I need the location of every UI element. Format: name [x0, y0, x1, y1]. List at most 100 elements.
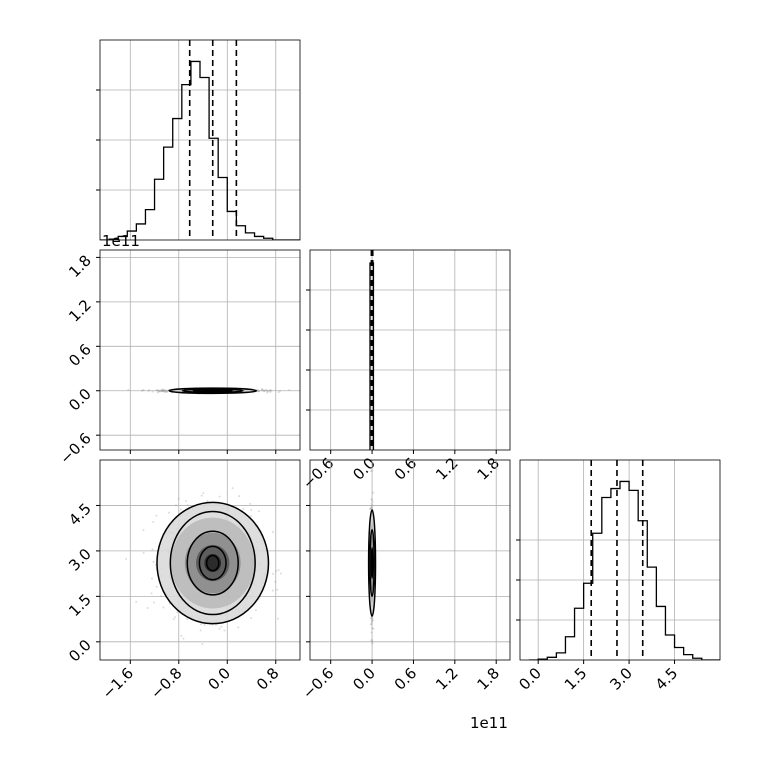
scatter-point — [162, 389, 165, 392]
scatter-point — [272, 572, 275, 575]
scatter-point — [148, 388, 151, 391]
scatter-point — [370, 616, 373, 619]
scatter-point — [370, 622, 373, 625]
axes-frame — [519, 459, 721, 661]
scatter-point — [258, 390, 261, 393]
scatter-point — [160, 389, 163, 392]
scatter-points — [127, 387, 291, 395]
x-tick-label: 1.2 — [432, 664, 462, 694]
scatter-point — [162, 388, 165, 391]
scatter-point — [142, 388, 145, 391]
scatter-point — [237, 626, 240, 629]
scatter-point — [161, 388, 164, 391]
scatter-point — [371, 504, 374, 507]
scatter-point — [264, 389, 267, 392]
scatter-point — [370, 623, 373, 626]
scatter-point — [179, 508, 182, 511]
scatter-point — [159, 390, 162, 393]
scatter-point — [276, 588, 279, 591]
scatter-point — [152, 520, 155, 523]
scatter-point — [270, 389, 273, 392]
scatter-point — [370, 502, 373, 505]
hist2d-x1-x3-panel: −1.6 −0.8 0.0 0.8 0.0 1.5 3.0 4.5 — [65, 459, 301, 703]
scatter-point — [261, 388, 264, 391]
contour-line — [186, 530, 239, 596]
x-tick-label: −0.6 — [299, 664, 337, 702]
scatter-point — [186, 617, 189, 620]
scatter-point — [201, 642, 204, 645]
scatter-point — [271, 589, 274, 592]
scatter-point — [156, 388, 159, 391]
scatter-point — [164, 389, 167, 392]
scatter-point — [238, 495, 241, 498]
scatter-point — [163, 390, 166, 393]
scatter-point — [263, 390, 266, 393]
scatter-point — [161, 390, 164, 393]
contour-line — [367, 509, 377, 617]
scatter-point — [142, 529, 145, 532]
scatter-point — [257, 390, 260, 393]
scatter-point — [147, 390, 150, 393]
y-tick-label: 0.0 — [65, 385, 95, 415]
y-tick-label: 1.5 — [65, 590, 95, 620]
scatter-point — [146, 607, 149, 610]
scatter-point — [272, 530, 275, 533]
scatter-point — [161, 389, 164, 392]
y-tick-label: 4.5 — [65, 500, 95, 530]
scatter-point — [155, 514, 158, 517]
contour-line — [370, 547, 374, 579]
scatter-point — [371, 642, 374, 645]
hist2d-x1-x2-panel: −0.6 0.0 0.6 1.2 1.8 — [56, 249, 301, 468]
scatter-point — [265, 388, 268, 391]
axes-frame — [99, 249, 301, 451]
scatter-point — [159, 389, 162, 392]
x-tick-label: 0.0 — [515, 664, 545, 694]
scatter-point — [269, 389, 272, 392]
scatter-point — [150, 577, 153, 580]
scatter-point — [155, 389, 158, 392]
scatter-point — [267, 390, 270, 393]
axes-frame — [309, 459, 511, 661]
scatter-point — [199, 629, 202, 632]
scatter-point — [370, 639, 373, 642]
scatter-point — [165, 390, 168, 393]
scatter-point — [370, 505, 373, 508]
scatter-point — [278, 389, 281, 392]
scatter-point — [163, 391, 166, 394]
scatter-point — [202, 492, 205, 495]
scatter-point — [203, 623, 206, 626]
scatter-point — [184, 500, 187, 503]
scatter-point — [220, 625, 223, 628]
scatter-point — [231, 487, 234, 490]
scatter-point — [371, 619, 374, 622]
scatter-point — [372, 627, 375, 630]
x-tick-label: 1.2 — [432, 454, 462, 484]
histogram-step — [100, 60, 300, 240]
x-tick-label: 0.6 — [391, 454, 421, 484]
scatter-point — [261, 389, 264, 392]
x-tick-label: 1.5 — [561, 664, 591, 694]
y-tick-label: 3.0 — [65, 545, 95, 575]
scatter-point — [249, 515, 252, 518]
scatter-point — [160, 595, 163, 598]
scatter-point — [275, 570, 278, 573]
scatter-points — [125, 487, 283, 645]
scatter-point — [372, 491, 375, 494]
scatter-point — [254, 608, 257, 611]
scatter-point — [266, 391, 269, 394]
scatter-point — [370, 498, 373, 501]
scatter-point — [250, 508, 253, 511]
scatter-point — [152, 601, 155, 604]
scatter-point — [157, 390, 160, 393]
scatter-point — [125, 557, 128, 560]
scatter-point — [277, 391, 280, 394]
scatter-point — [157, 389, 160, 392]
scatter-point — [199, 623, 202, 626]
y-tick-label: 1.2 — [65, 296, 95, 326]
x-tick-label: 4.5 — [652, 664, 682, 694]
scatter-point — [369, 470, 372, 473]
scatter-point — [242, 507, 245, 510]
scatter-point — [250, 617, 253, 620]
scatter-point — [177, 497, 180, 500]
